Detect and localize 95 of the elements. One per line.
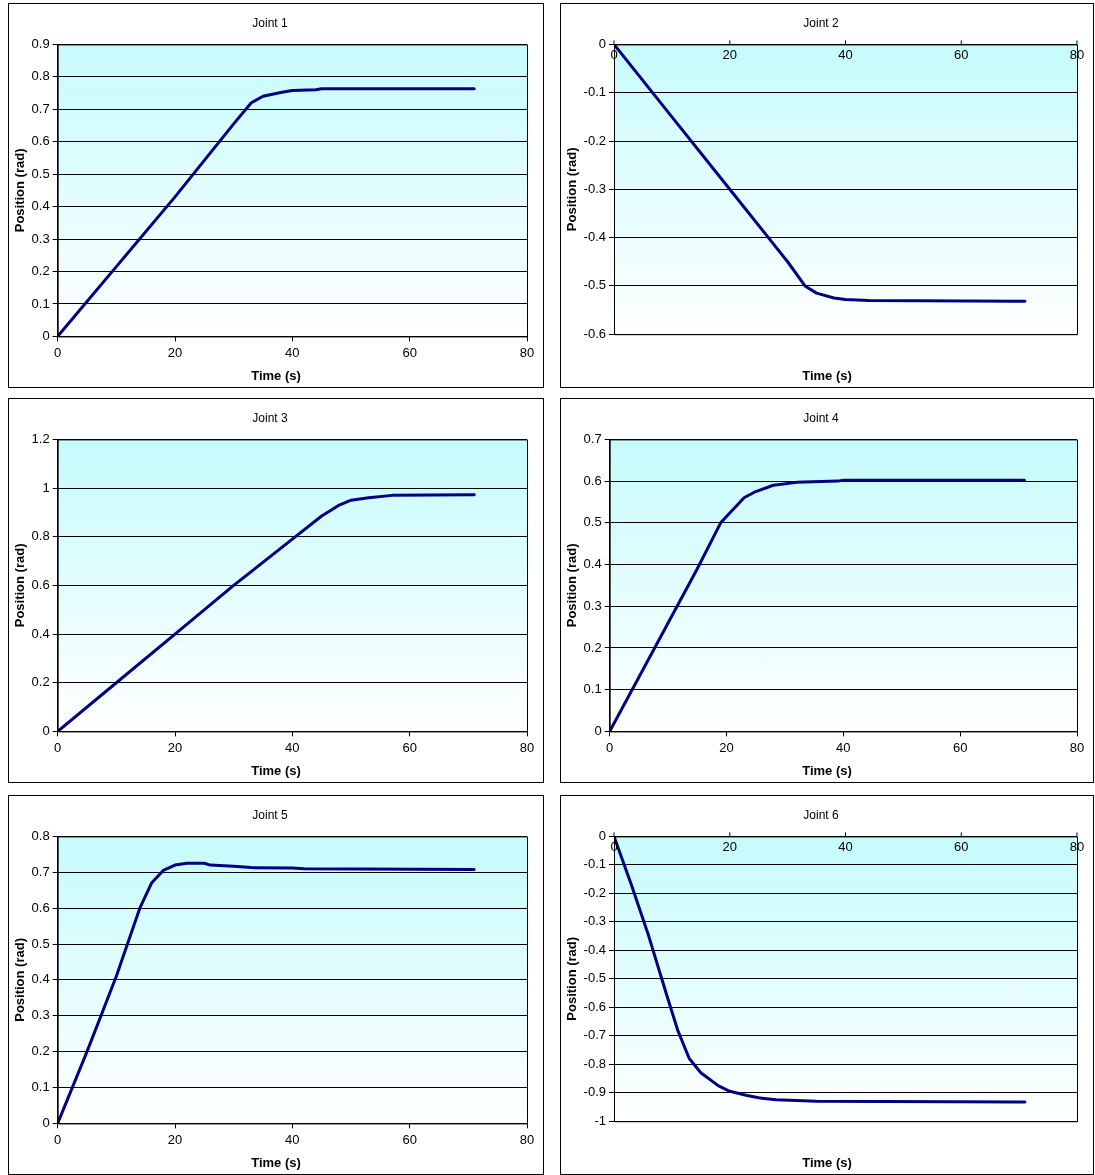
x-tick-label: 20 [167, 344, 183, 360]
y-tick-label: -0.4 [583, 941, 606, 957]
y-tick-label: 0.3 [31, 1007, 50, 1023]
y-tick-label: -0.5 [583, 277, 606, 293]
y-tick-label: 0.5 [31, 935, 50, 951]
y-tick-label: 1 [42, 479, 50, 495]
y-tick-label: 0.1 [31, 1079, 50, 1095]
x-tick-label: 80 [519, 739, 535, 755]
y-tick-label: -0.3 [583, 180, 606, 196]
x-tick-label: 40 [838, 839, 853, 855]
y-tick-label: 0.4 [31, 625, 50, 641]
x-tick-label: 40 [285, 1131, 300, 1147]
y-tick-label: 0.5 [583, 514, 602, 530]
y-tick-label: 0.2 [31, 674, 50, 690]
x-axis-title: Time (s) [801, 368, 853, 383]
x-axis-title: Time (s) [801, 1155, 853, 1170]
y-tick-label: 0.4 [31, 971, 50, 987]
x-tick-label: 60 [954, 47, 969, 63]
y-tick-label: 0.1 [31, 295, 50, 311]
x-axis-title: Time (s) [250, 368, 302, 383]
y-tick-label: 0.2 [31, 1043, 50, 1059]
y-tick-label: 0.3 [583, 597, 602, 613]
y-tick-label: 0.7 [31, 100, 50, 116]
y-tick-label: 0.7 [31, 863, 50, 879]
y-tick-label: 0 [598, 35, 606, 51]
x-tick-label: 20 [719, 739, 734, 755]
chart-title: Joint 5 [252, 807, 288, 822]
y-tick-label: -0.2 [583, 132, 606, 148]
x-tick-label: 0 [54, 739, 62, 755]
x-axis-title: Time (s) [801, 763, 853, 778]
y-tick-label: 0.8 [31, 827, 50, 843]
y-axis-title: Position (rad) [12, 543, 28, 628]
y-axis-title: Position (rad) [12, 938, 28, 1022]
x-tick-label: 40 [285, 739, 300, 755]
y-axis-title: Position (rad) [12, 148, 28, 233]
y-tick-label: -0.6 [583, 998, 606, 1014]
y-tick-label: 0.6 [31, 133, 50, 149]
x-tick-label: 60 [402, 1131, 417, 1147]
x-tick-label: 60 [954, 839, 969, 855]
x-tick-label: 80 [519, 344, 535, 360]
y-tick-label: -0.7 [583, 1027, 606, 1043]
x-tick-label: 40 [836, 739, 851, 755]
y-tick-label: 0 [594, 722, 602, 738]
y-tick-label: -0.9 [583, 1084, 606, 1100]
y-tick-label: 1.2 [31, 430, 50, 446]
x-tick-label: 20 [167, 739, 183, 755]
y-tick-label: 0.3 [31, 230, 50, 246]
y-tick-label: 0.7 [583, 430, 602, 446]
y-tick-label: 0.2 [31, 263, 50, 279]
chart-title: Joint 1 [252, 15, 288, 30]
y-tick-label: 0.5 [31, 165, 50, 181]
chart-title: Joint 3 [252, 410, 288, 425]
y-tick-label: 0.6 [31, 899, 50, 915]
y-tick-label: 0.9 [31, 35, 50, 51]
y-tick-label: -0.6 [583, 325, 606, 341]
y-tick-label: -0.3 [583, 913, 606, 929]
y-tick-label: 0 [42, 1114, 50, 1130]
y-tick-label: 0 [42, 327, 50, 343]
y-tick-label: 0.6 [583, 472, 602, 488]
x-axis-title: Time (s) [250, 1155, 302, 1170]
y-axis-title: Position (rad) [564, 147, 580, 232]
y-tick-label: -0.8 [583, 1055, 606, 1071]
x-tick-label: 20 [167, 1131, 183, 1147]
y-axis-title: Position (rad) [564, 936, 580, 1021]
y-tick-label: 0.1 [583, 681, 602, 697]
chart-title: Joint 6 [803, 807, 839, 822]
y-tick-label: 0 [598, 827, 606, 843]
x-tick-label: 0 [54, 344, 62, 360]
x-tick-label: 40 [285, 344, 300, 360]
x-tick-label: 80 [519, 1131, 535, 1147]
y-tick-label: 0.4 [31, 198, 50, 214]
y-tick-label: 0.2 [583, 639, 602, 655]
x-tick-label: 60 [952, 739, 968, 755]
y-tick-label: 0.4 [583, 556, 602, 572]
y-tick-label: -0.5 [583, 970, 606, 986]
x-tick-label: 80 [1069, 739, 1085, 755]
y-axis-title: Position (rad) [564, 543, 580, 628]
x-tick-label: 0 [54, 1131, 62, 1147]
x-tick-label: 40 [838, 47, 853, 63]
y-tick-label: -0.1 [583, 856, 606, 872]
chart-title: Joint 2 [803, 15, 839, 30]
y-tick-label: -0.4 [583, 229, 606, 245]
x-tick-label: 60 [402, 344, 417, 360]
x-tick-label: 20 [722, 47, 737, 63]
y-tick-label: 0.8 [31, 68, 50, 84]
y-tick-label: 0 [42, 722, 50, 738]
y-tick-label: -0.1 [583, 84, 606, 100]
x-axis-title: Time (s) [250, 763, 302, 778]
y-tick-label: 0.8 [31, 528, 50, 544]
x-tick-label: 60 [402, 739, 417, 755]
x-tick-label: 20 [722, 839, 737, 855]
y-tick-label: -1 [594, 1112, 606, 1128]
chart-title: Joint 4 [803, 410, 839, 425]
y-tick-label: -0.2 [583, 884, 606, 900]
y-tick-label: 0.6 [31, 576, 50, 592]
